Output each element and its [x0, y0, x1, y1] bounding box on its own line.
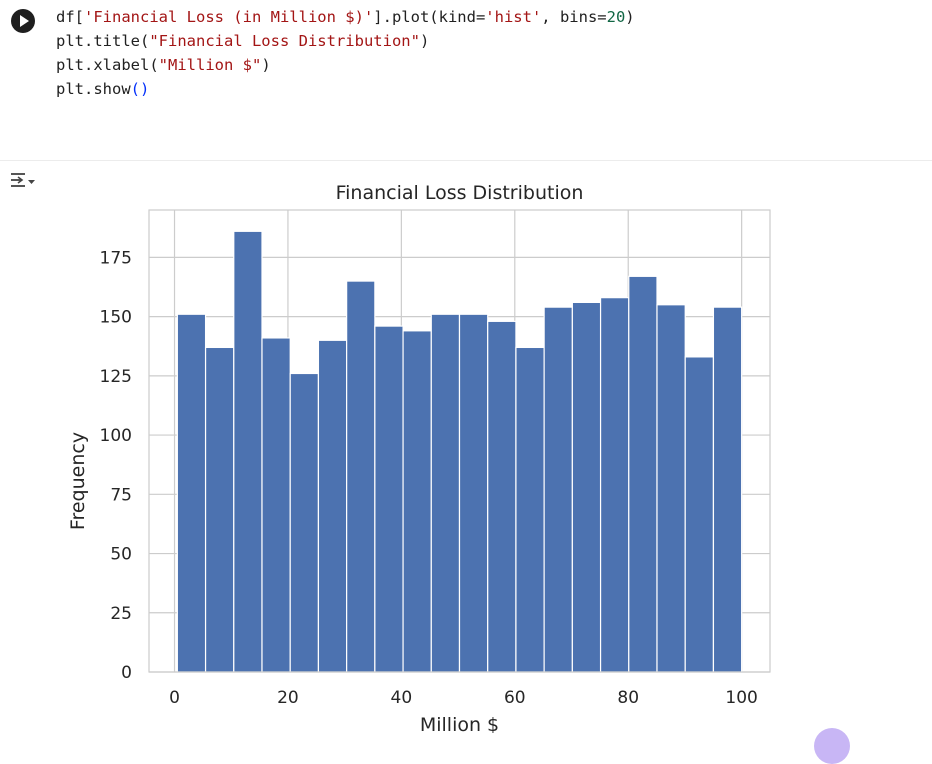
- histogram-bar: [374, 325, 404, 673]
- x-tick-label: 20: [277, 688, 299, 708]
- y-axis-label: Frequency: [67, 432, 89, 530]
- y-tick-label: 125: [100, 367, 132, 387]
- histogram-bar: [261, 337, 291, 673]
- code-line-1: df['Financial Loss (in Million $)'].plot…: [56, 8, 635, 26]
- histogram-bar: [204, 346, 235, 673]
- y-tick-label: 175: [100, 248, 132, 268]
- code-line-4: plt.show(): [56, 80, 150, 98]
- histogram-bar: [233, 230, 263, 673]
- cell-divider: [0, 160, 932, 161]
- histogram-bar: [571, 301, 602, 673]
- chart-output: 0 20 40 60 80 100 0 25 50 75 100 125 150 175 Financia…: [0, 161, 932, 736]
- histogram-bar: [684, 356, 715, 673]
- histogram-bar: [430, 313, 461, 673]
- y-tick-label: 100: [100, 426, 132, 446]
- code-editor[interactable]: df['Financial Loss (in Million $)'].plot…: [56, 5, 635, 101]
- output-toggle-icon[interactable]: [8, 170, 36, 192]
- x-tick-label: 100: [725, 688, 757, 708]
- histogram-bar: [515, 346, 545, 673]
- y-tick-label: 50: [110, 545, 132, 565]
- histogram-bar: [176, 313, 207, 673]
- y-tick-label: 150: [100, 308, 132, 328]
- x-tick-label: 80: [617, 688, 639, 708]
- y-tick-label: 0: [121, 663, 132, 683]
- histogram-bar: [346, 280, 376, 673]
- histogram-chart: 0 20 40 60 80 100 0 25 50 75 100 125 150 175 Financia…: [67, 182, 771, 736]
- x-tick-label: 40: [391, 688, 413, 708]
- code-cell[interactable]: df['Financial Loss (in Million $)'].plot…: [0, 0, 932, 160]
- histogram-bar: [543, 306, 573, 673]
- histogram-bar: [599, 297, 630, 673]
- x-axis-label: Million $: [420, 714, 499, 733]
- code-line-2: plt.title("Financial Loss Distribution"): [56, 32, 430, 50]
- histogram-bar: [458, 313, 489, 673]
- chart-title: Financial Loss Distribution: [336, 182, 584, 204]
- y-tick-label: 75: [110, 485, 132, 505]
- histogram-bar: [487, 320, 517, 673]
- histogram-bar: [656, 304, 686, 673]
- histogram-bar: [402, 330, 432, 673]
- histogram-bar: [628, 275, 658, 673]
- y-tick-label: 25: [110, 604, 132, 624]
- histogram-bar: [712, 306, 743, 673]
- code-line-3: plt.xlabel("Million $"): [56, 56, 271, 74]
- plot-frame: [148, 209, 771, 673]
- x-tick-label: 0: [169, 688, 180, 708]
- assistant-bubble[interactable]: [814, 728, 850, 764]
- histogram-bar: [289, 372, 320, 673]
- histogram-bar: [317, 339, 348, 673]
- play-icon[interactable]: [11, 9, 35, 33]
- x-tick-label: 60: [504, 688, 526, 708]
